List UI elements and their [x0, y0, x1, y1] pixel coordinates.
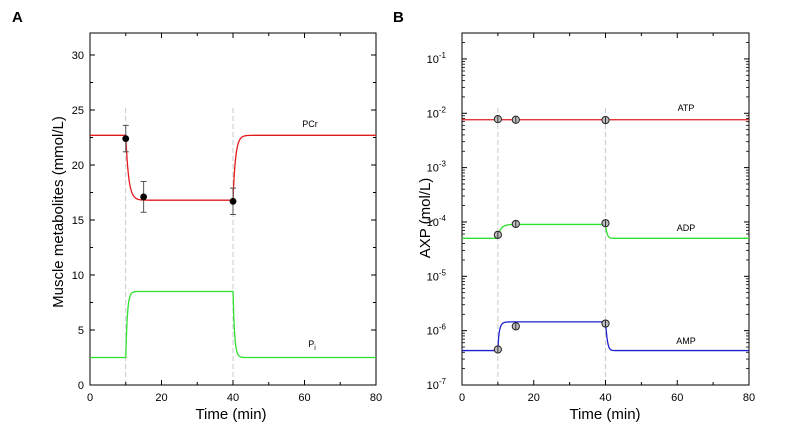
y-tick-label: 10-6	[427, 323, 447, 338]
x-tick-label: 20	[528, 392, 540, 404]
x-tick-label: 40	[227, 392, 239, 404]
y-tick-label: 5	[78, 325, 84, 337]
panel-b-xlabel: Time (min)	[569, 406, 640, 423]
y-tick-label: 10	[72, 270, 84, 282]
series-line-p	[90, 290, 376, 359]
panel-a: A Muscle metabolites (mmol/L) Time (min)…	[12, 9, 382, 423]
y-tick-label: 30	[72, 50, 84, 62]
y-tick-label: 10-3	[427, 160, 447, 175]
y-tick-label: 10-4	[427, 214, 447, 229]
x-tick-label: 60	[298, 392, 310, 404]
x-tick-label: 20	[155, 392, 167, 404]
series-label-atp: ATP	[678, 103, 695, 113]
y-tick-label: 10-2	[427, 105, 447, 120]
series-label-pcr: PCr	[302, 119, 318, 129]
series-label-p: Pi	[308, 339, 316, 352]
panel-b-ylabel: AXP (mol/L)	[417, 178, 434, 259]
x-tick-label: 60	[671, 392, 683, 404]
y-tick-label: 10-7	[427, 377, 447, 392]
data-point	[122, 135, 130, 143]
data-point	[229, 197, 237, 205]
series-label-adp: ADP	[677, 223, 696, 233]
panel-a-letter: A	[12, 9, 23, 26]
panel-a-ylabel: Muscle metabolites (mmol/L)	[50, 116, 67, 308]
y-tick-label: 20	[72, 160, 84, 172]
y-tick-label: 15	[72, 215, 84, 227]
y-tick-label: 10-5	[427, 268, 447, 283]
data-point	[140, 193, 148, 201]
x-tick-label: 80	[743, 392, 755, 404]
x-tick-label: 0	[87, 392, 93, 404]
panel-b: B AXP (mol/L) Time (min) 0 20 40 60 80 10-7 10…	[393, 9, 755, 423]
x-tick-label: 80	[370, 392, 382, 404]
y-tick-label: 0	[78, 380, 84, 392]
x-tick-label: 0	[459, 392, 465, 404]
panel-b-letter: B	[393, 9, 404, 26]
x-tick-label: 40	[599, 392, 611, 404]
panel-a-xlabel: Time (min)	[195, 406, 266, 423]
y-tick-label: 25	[72, 105, 84, 117]
y-tick-label: 10-1	[427, 51, 447, 66]
series-label-amp: AMP	[676, 336, 696, 346]
